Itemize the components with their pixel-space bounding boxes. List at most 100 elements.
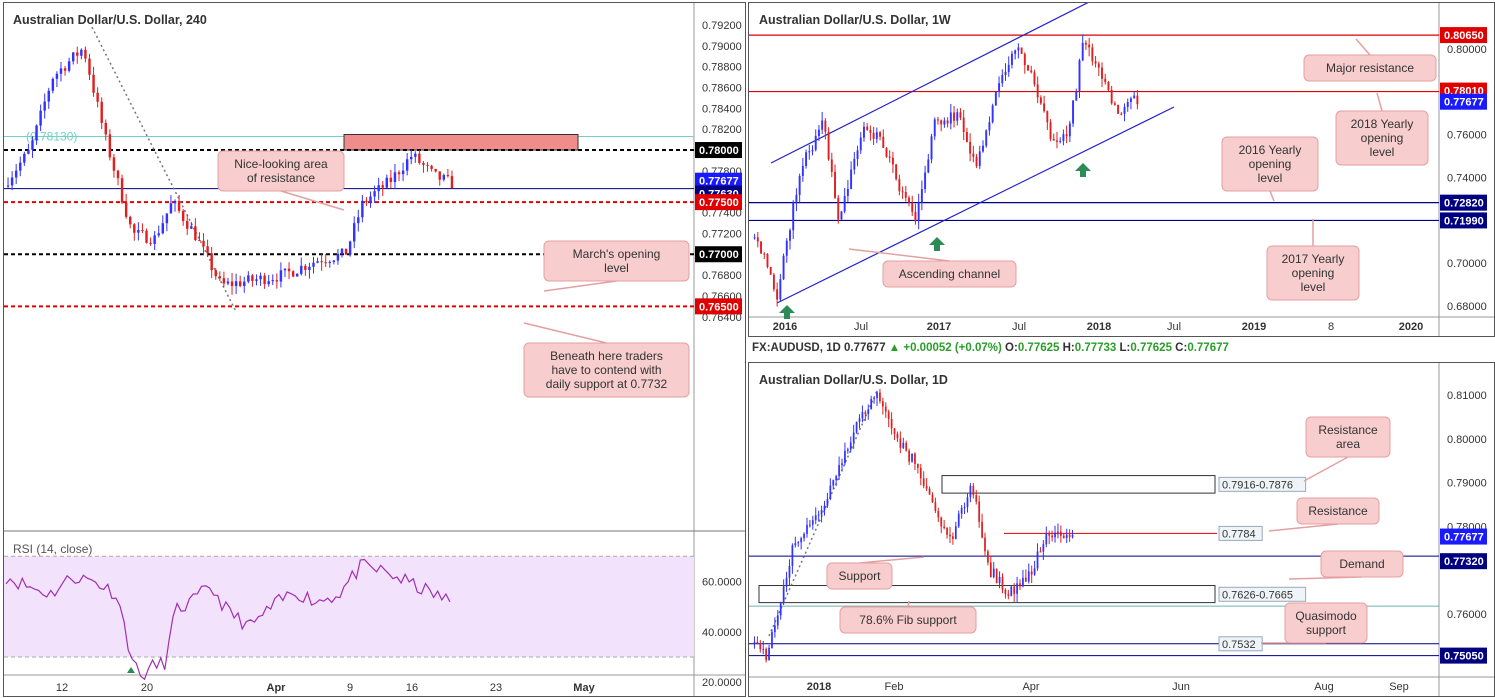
d1-candle (1057, 531, 1059, 533)
d1-candle (829, 485, 832, 499)
d1-zone-label: 0.7916-0.7876 (1222, 479, 1293, 491)
w1-candle (789, 230, 791, 241)
w1-candle (1110, 89, 1113, 104)
d1-candle (957, 513, 960, 527)
w1-candle (985, 130, 988, 146)
h4-candle (328, 262, 332, 264)
h4-candle (226, 281, 230, 284)
d1-fib-trendline (768, 390, 878, 637)
h4-y-tick: 0.77400 (702, 208, 742, 220)
w1-channel-upper (770, 3, 1089, 164)
w1-candle (760, 241, 763, 254)
w1-arrow-icon (929, 237, 945, 251)
d1-candle (899, 438, 902, 448)
h4-candle (161, 223, 165, 234)
h4-candle (340, 248, 344, 254)
h4-candle (373, 191, 376, 197)
d1-candle (1013, 586, 1016, 594)
h4-candle (84, 49, 87, 59)
d1-candle (753, 642, 756, 644)
d1-x-tick: Jun (1172, 681, 1190, 693)
d1-candle (762, 648, 765, 650)
quote-change: ▲ +0.00052 (+0.07%) (888, 342, 1002, 354)
w1-candle (1117, 104, 1120, 114)
h4-x-tick: 16 (406, 682, 418, 694)
w1-candle (898, 179, 901, 192)
d1-candle (809, 524, 811, 526)
h4-chart-panel[interactable]: 0.79200 0.79000 0.78800 0.78600 0.78400 0.782… (3, 2, 746, 697)
h4-candle (291, 271, 295, 277)
d1-candle (1048, 533, 1051, 536)
w1-x-tick: 2020 (1399, 321, 1423, 333)
d1-candle (800, 538, 803, 543)
d1-zone-label: 0.7626-0.7665 (1222, 589, 1293, 601)
d1-candle (817, 514, 820, 516)
d1-candle (844, 450, 846, 464)
w1-candle (978, 151, 981, 166)
d1-candle (1051, 535, 1053, 538)
h4-callout-march-box (543, 240, 690, 282)
d1-candle (969, 485, 972, 498)
w1-candle (1023, 53, 1026, 66)
d1-candle (954, 526, 957, 539)
d1-candle (774, 625, 776, 633)
w1-candle (837, 197, 840, 220)
d1-candle (987, 551, 989, 563)
d1-candle (841, 463, 843, 466)
w1-candle (808, 151, 811, 153)
w1-candle (991, 105, 994, 123)
weekly-chart-panel[interactable]: 0.800000.780000.760000.740000.720000.700… (748, 2, 1495, 337)
h4-candle (88, 58, 91, 75)
h4-chart-title: Australian Dollar/U.S. Dollar, 240 (13, 13, 207, 27)
w1-candle (1017, 47, 1020, 51)
h4-candle (71, 52, 75, 62)
d1-callout-qm-text: support (1306, 623, 1347, 637)
h4-candle (238, 281, 242, 287)
d1-candle (776, 615, 779, 626)
d1-candle (1033, 568, 1036, 575)
h4-candle (214, 270, 217, 277)
quote-close: 0.77677 (1187, 342, 1229, 354)
d1-price-tag: 0.77677 (1444, 532, 1484, 544)
w1-callout-2018-text: opening (1361, 131, 1404, 145)
h4-candle (426, 164, 429, 166)
daily-chart-title: Australian Dollar/U.S. Dollar, 1D (759, 373, 948, 387)
h4-candle (365, 200, 368, 202)
d1-candle (779, 602, 782, 616)
d1-candle (981, 521, 983, 538)
d1-candle (884, 406, 887, 412)
d1-candle (984, 537, 986, 552)
w1-candle (785, 240, 788, 256)
w1-callout-2017-text: level (1301, 280, 1326, 294)
h4-candle (218, 276, 222, 279)
h4-candle (352, 223, 356, 242)
d1-candle (937, 510, 940, 518)
w1-candle (795, 194, 798, 203)
h4-price-tag: 0.76500 (699, 301, 739, 313)
d1-candle (975, 495, 978, 502)
d1-candle (946, 528, 948, 535)
w1-callout-2018-box (1335, 110, 1429, 166)
d1-candle (811, 520, 814, 525)
h4-y-tick: 0.78800 (702, 62, 742, 74)
w1-candle (908, 197, 910, 203)
w1-candle (1059, 140, 1062, 142)
d1-candle (1045, 533, 1048, 545)
h4-candle (165, 213, 169, 224)
w1-callout-2018-text: level (1370, 145, 1395, 159)
h4-candle (47, 90, 50, 102)
w1-candle (936, 119, 939, 121)
d1-callout-support-text: Support (838, 569, 881, 583)
h4-candle (181, 210, 185, 221)
w1-price-tag-bg (1440, 212, 1487, 229)
w1-candle (821, 120, 824, 130)
d1-candle (928, 488, 931, 495)
w1-x-tick: 8 (1328, 321, 1334, 333)
daily-chart-panel[interactable]: 0.81000 0.80000 0.79000 0.78000 0.76000 2018 F… (748, 362, 1495, 697)
d1-callout-resistance-pointer (1268, 523, 1339, 532)
h4-candle (393, 172, 397, 183)
d1-candle (861, 412, 864, 419)
d1-candle (852, 432, 855, 443)
rsi-y-tick: 60.0000 (702, 576, 742, 588)
